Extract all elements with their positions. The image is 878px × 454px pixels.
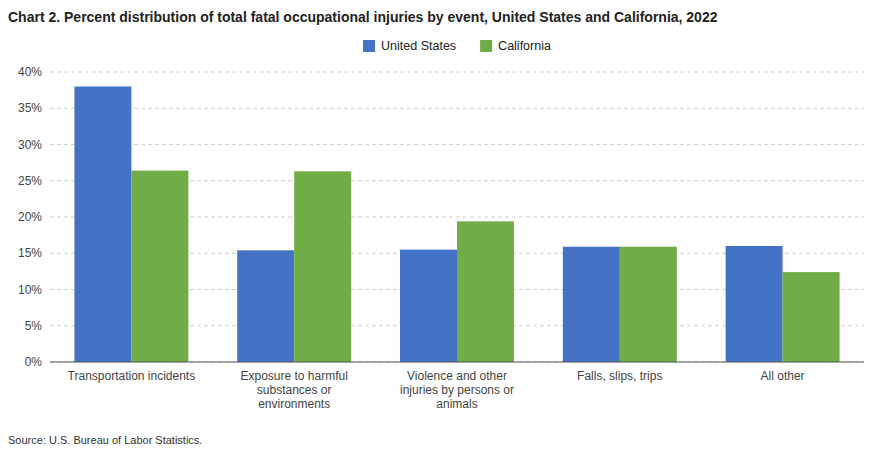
bar: [400, 250, 457, 362]
grid-line: [50, 362, 864, 363]
bar: [457, 221, 514, 362]
y-tick-label: 25%: [18, 174, 42, 188]
grid-line: [50, 144, 864, 145]
x-tick-label: Transportation incidents: [68, 369, 196, 383]
legend-label: California: [498, 39, 551, 53]
x-axis-line: [50, 362, 864, 363]
legend: United States California: [363, 39, 551, 53]
y-tick-label: 40%: [18, 65, 42, 79]
y-tick-label: 5%: [25, 319, 43, 333]
x-tick-label: Falls, slips, trips: [577, 369, 662, 383]
y-tick-label: 35%: [18, 101, 42, 115]
x-tick-label: Exposure to harmfulsubstances orenvironm…: [241, 369, 348, 411]
source-note: Source: U.S. Bureau of Labor Statistics.: [8, 434, 202, 446]
y-tick-label: 15%: [18, 246, 42, 260]
chart: Chart 2. Percent distribution of total f…: [0, 0, 878, 454]
x-tick-label: Violence and otherinjuries by persons or…: [400, 369, 514, 411]
bar: [563, 247, 620, 362]
chart-container: Chart 2. Percent distribution of total f…: [0, 0, 878, 454]
grid-line: [50, 72, 864, 73]
bar: [726, 246, 783, 362]
legend-swatch: [480, 40, 492, 52]
legend-label: United States: [381, 39, 456, 53]
background: [0, 0, 878, 454]
bar: [294, 171, 351, 362]
title: Chart 2. Percent distribution of total f…: [8, 9, 718, 25]
grid-line: [50, 108, 864, 109]
legend-item: California: [480, 39, 551, 53]
x-tick-label: All other: [761, 369, 805, 383]
y-tick-label: 20%: [18, 210, 42, 224]
y-tick-label: 0%: [25, 355, 43, 369]
bar: [74, 87, 131, 363]
y-tick-label: 10%: [18, 283, 42, 297]
bar: [131, 171, 188, 362]
bars: [74, 87, 839, 363]
bar: [237, 250, 294, 362]
grid: [50, 72, 864, 362]
bar: [620, 247, 677, 362]
legend-swatch: [363, 40, 375, 52]
legend-item: United States: [363, 39, 456, 53]
bar: [783, 272, 840, 362]
y-tick-label: 30%: [18, 138, 42, 152]
